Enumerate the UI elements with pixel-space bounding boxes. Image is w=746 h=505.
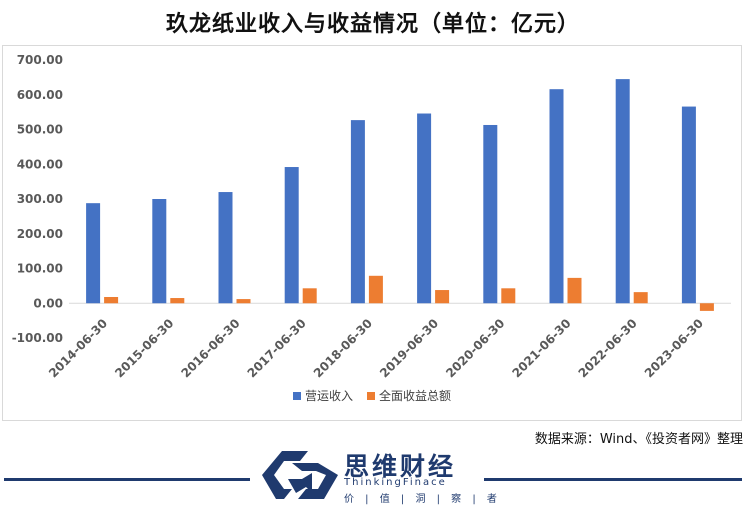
x-tick-label: 2023-06-30 <box>642 316 706 380</box>
legend-label: 营运收入 <box>305 389 353 403</box>
y-tick-label: 500.00 <box>17 123 63 137</box>
x-tick-label: 2021-06-30 <box>509 316 573 380</box>
brand-english: ThinkingFinace <box>344 477 447 488</box>
brand-name: 思维财经 <box>344 452 457 481</box>
bar-comprehensive-income <box>236 299 251 304</box>
bar-comprehensive-income <box>633 292 648 304</box>
brand-tagline: 价 | 值 | 洞 | 察 | 者 <box>344 494 501 505</box>
bar-revenue <box>350 120 365 304</box>
bar-comprehensive-income <box>435 290 450 304</box>
x-tick-label: 2016-06-30 <box>178 316 242 380</box>
bar-revenue <box>549 89 564 304</box>
bar-comprehensive-income <box>170 298 185 304</box>
x-tick-label: 2014-06-30 <box>46 316 110 380</box>
bar-chart: 700.00 600.00 500.00 400.00 300.00 200.00 100.… <box>12 53 731 403</box>
x-tick-label: 2018-06-30 <box>311 316 375 380</box>
x-tick-label: 2022-06-30 <box>576 316 640 380</box>
y-tick-label: 100.00 <box>17 262 63 276</box>
bar-revenue <box>86 203 101 304</box>
bar-comprehensive-income <box>699 303 714 311</box>
y-tick-label: 700.00 <box>17 53 63 67</box>
bar-revenue <box>681 106 696 304</box>
bar-comprehensive-income <box>368 275 383 304</box>
x-tick-label: 2017-06-30 <box>245 316 309 380</box>
brand-logo-icon <box>262 451 338 499</box>
chart-title: 玖龙纸业收入与收益情况（单位：亿元） <box>165 12 580 37</box>
bar-revenue <box>483 124 498 304</box>
footer-line-right <box>484 478 742 481</box>
bar-comprehensive-income <box>104 296 119 304</box>
bar-comprehensive-income <box>567 277 582 304</box>
y-tick-label: 300.00 <box>17 192 63 206</box>
y-tick-label: -100.00 <box>12 331 63 345</box>
y-tick-label: 400.00 <box>17 157 63 171</box>
y-tick-label: 600.00 <box>17 88 63 102</box>
x-tick-label: 2015-06-30 <box>112 316 176 380</box>
bar-comprehensive-income <box>501 288 516 304</box>
bar-comprehensive-income <box>302 288 317 304</box>
x-tick-label: 2020-06-30 <box>443 316 507 380</box>
footer-line-left <box>4 478 250 481</box>
legend-swatch <box>293 392 301 400</box>
bar-revenue <box>152 199 167 304</box>
bar-revenue <box>615 79 630 304</box>
x-tick-label: 2019-06-30 <box>377 316 441 380</box>
legend-label: 全面收益总额 <box>379 388 451 403</box>
y-tick-label: 200.00 <box>17 227 63 241</box>
chart-frame: 700.00 600.00 500.00 400.00 300.00 200.00 100.… <box>2 45 742 421</box>
bar-revenue <box>284 167 299 304</box>
source-note: 数据来源：Wind、《投资者网》整理 <box>534 432 743 447</box>
y-tick-label: 0.00 <box>33 296 63 310</box>
legend-swatch <box>367 392 375 400</box>
bar-revenue <box>218 192 233 304</box>
bar-revenue <box>417 113 432 304</box>
